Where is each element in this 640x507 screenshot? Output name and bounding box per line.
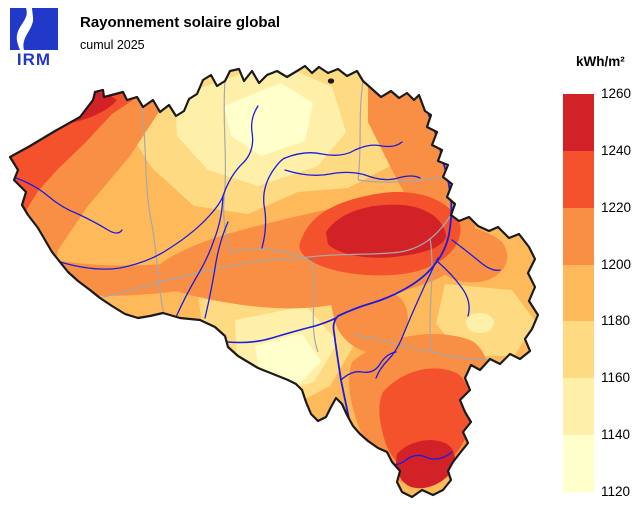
legend-band-1240–1260 bbox=[563, 94, 594, 151]
baarle-enclave-dot bbox=[327, 78, 335, 84]
legend-band-1120–1140 bbox=[563, 435, 594, 493]
legend-unit-label: kWh/m² bbox=[576, 54, 625, 69]
legend-tick-1220: 1220 bbox=[601, 199, 632, 215]
legend-band-1140–1160 bbox=[563, 378, 594, 436]
legend-band-1220–1240 bbox=[563, 150, 594, 208]
legend-band-1200–1220 bbox=[563, 207, 594, 265]
country-border bbox=[8, 64, 540, 499]
contour-region-east-limburg bbox=[368, 68, 462, 238]
legend-tick-1260: 1260 bbox=[601, 86, 632, 101]
contour-region-fagnes-paler bbox=[466, 313, 494, 333]
irm-logo-icon bbox=[10, 8, 58, 50]
legend-tick-1200: 1200 bbox=[601, 256, 632, 272]
contour-region-meuse-corridor bbox=[330, 288, 408, 354]
page-subtitle: cumul 2025 bbox=[80, 38, 145, 52]
legend-tick-1180: 1180 bbox=[601, 313, 631, 329]
legend-tick-1240: 1240 bbox=[601, 142, 632, 158]
legend-tick-1120: 1120 bbox=[601, 484, 631, 499]
contour-region-hesbaye-darkred bbox=[326, 204, 446, 258]
legend-tick-1140: 1140 bbox=[601, 427, 631, 443]
page-title: Rayonnement solaire global bbox=[80, 14, 281, 31]
legend-band-1160–1180 bbox=[563, 321, 594, 379]
legend-band-1180–1200 bbox=[563, 264, 594, 322]
contour-region-flanders-palest bbox=[224, 83, 313, 156]
contour-region-gaume-darkred bbox=[396, 440, 455, 489]
legend-colorbar bbox=[563, 94, 594, 493]
irm-logo: IRM bbox=[10, 8, 58, 70]
irm-logo-label: IRM bbox=[16, 50, 52, 69]
legend-tick-1160: 1160 bbox=[601, 370, 631, 386]
